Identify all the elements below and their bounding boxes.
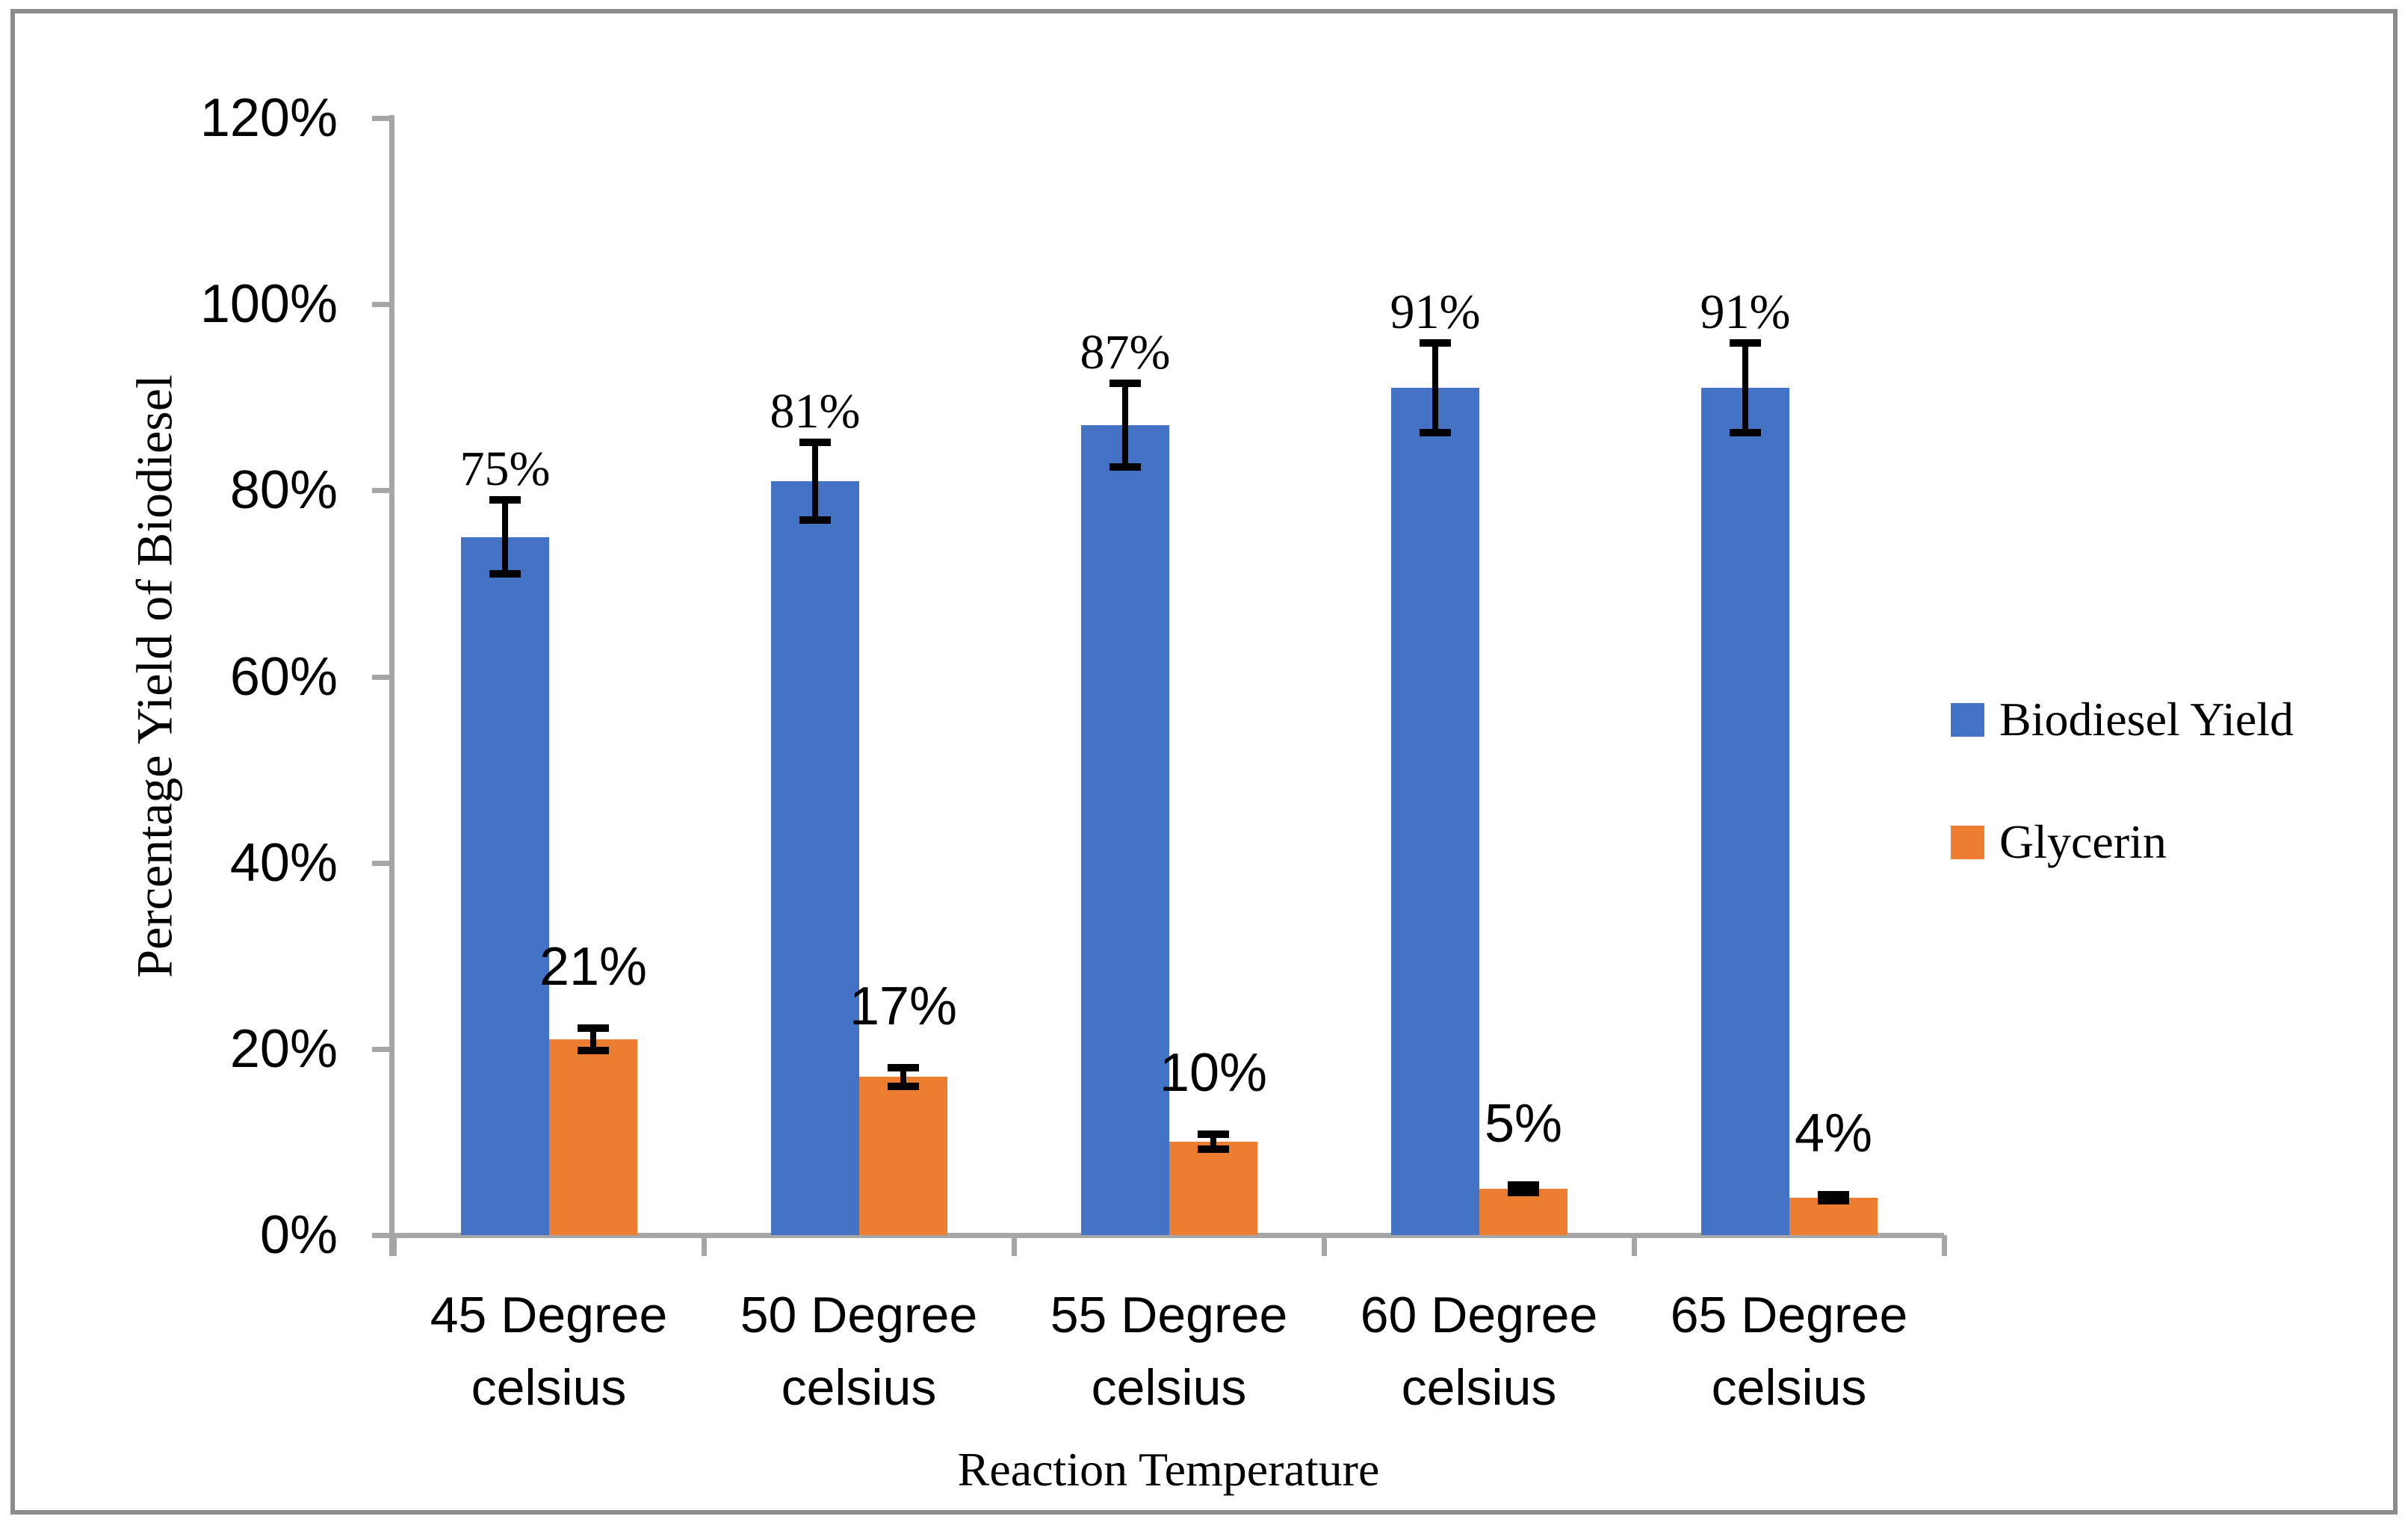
data-label-biodiesel-yield-60: 91% <box>1390 285 1481 339</box>
x-axis-line <box>391 1233 1944 1238</box>
x-axis-tick <box>1632 1235 1637 1256</box>
y-axis-tick-label: 40% <box>229 833 338 893</box>
error-bar-cap-bottom <box>1109 463 1141 471</box>
error-bar-whisker <box>1742 343 1748 433</box>
y-axis-tick <box>372 302 393 307</box>
bar-biodiesel-yield-55 <box>1081 425 1169 1235</box>
error-bar-cap-top <box>1109 380 1141 387</box>
y-axis-line <box>389 115 394 1256</box>
error-bar-cap-bottom <box>1420 429 1451 436</box>
error-bar-whisker <box>1432 343 1438 433</box>
bar-biodiesel-yield-45 <box>461 537 549 1235</box>
bar-biodiesel-yield-65 <box>1701 388 1789 1235</box>
error-bar-cap-top <box>1198 1130 1229 1138</box>
data-label-biodiesel-yield-55: 87% <box>1080 325 1171 380</box>
y-axis-tick <box>372 116 393 121</box>
x-axis-tick <box>1012 1235 1017 1256</box>
error-bar-cap-top <box>1818 1191 1849 1198</box>
x-category-label: 60 Degree celsius <box>1324 1279 1634 1424</box>
error-bar-whisker <box>590 1028 596 1051</box>
error-bar-whisker <box>812 442 818 521</box>
error-bar-whisker <box>900 1068 906 1086</box>
y-axis-tick <box>372 488 393 493</box>
y-axis-tick-label: 100% <box>199 274 338 334</box>
bar-glycerin-55 <box>1169 1142 1257 1235</box>
legend-swatch-biodiesel-yield <box>1951 702 1984 737</box>
legend-item-glycerin: Glycerin <box>1951 816 2294 868</box>
error-bar-cap-top <box>1730 339 1761 347</box>
error-bar-whisker <box>1122 383 1128 467</box>
error-bar-cap-bottom <box>489 570 521 578</box>
error-bar-cap-bottom <box>1508 1189 1539 1196</box>
y-axis-tick <box>372 675 393 680</box>
x-axis-tick <box>702 1235 707 1256</box>
error-bar-cap-bottom <box>888 1083 919 1090</box>
error-bar-cap-bottom <box>1198 1145 1229 1153</box>
bar-biodiesel-yield-60 <box>1391 388 1479 1235</box>
bar-glycerin-50 <box>859 1077 947 1235</box>
y-axis-tick-label: 120% <box>199 88 338 148</box>
x-category-label: 65 Degree celsius <box>1634 1279 1944 1424</box>
x-category-label: 50 Degree celsius <box>704 1279 1014 1424</box>
data-label-glycerin-65: 4% <box>1794 1104 1873 1163</box>
y-axis-tick <box>372 861 393 866</box>
x-axis-tick <box>391 1235 397 1256</box>
error-bar-cap-top <box>489 496 521 504</box>
error-bar-cap-top <box>1420 339 1451 347</box>
data-label-biodiesel-yield-65: 91% <box>1700 285 1791 339</box>
error-bar-whisker <box>502 500 508 575</box>
x-category-label-text: 45 Degree celsius <box>430 1287 668 1416</box>
data-label-glycerin-50: 17% <box>849 977 958 1036</box>
y-axis-tick-label: 80% <box>229 460 338 520</box>
error-bar-cap-bottom <box>1730 429 1761 436</box>
data-label-biodiesel-yield-50: 81% <box>770 384 861 439</box>
error-bar-cap-top <box>578 1024 609 1032</box>
x-category-label: 55 Degree celsius <box>1014 1279 1324 1424</box>
legend-label-glycerin: Glycerin <box>1999 815 2167 868</box>
y-axis-tick <box>372 1047 393 1052</box>
legend: Biodiesel Yield Glycerin <box>1951 693 2294 938</box>
error-bar-cap-top <box>799 439 831 446</box>
x-category-label: 45 Degree celsius <box>394 1279 704 1424</box>
bar-glycerin-45 <box>549 1039 637 1235</box>
data-label-glycerin-45: 21% <box>539 937 648 997</box>
data-label-glycerin-60: 5% <box>1484 1094 1563 1154</box>
x-axis-tick <box>1322 1235 1327 1256</box>
y-axis-tick <box>372 1233 393 1238</box>
error-bar-cap-bottom <box>1818 1197 1849 1204</box>
y-axis-tick-label: 0% <box>259 1205 338 1265</box>
legend-item-biodiesel-yield: Biodiesel Yield <box>1951 693 2294 746</box>
x-category-label-text: 50 Degree celsius <box>740 1287 978 1416</box>
y-axis-tick-label: 20% <box>229 1019 338 1079</box>
figure-border-frame <box>10 9 2398 1515</box>
x-category-label-text: 65 Degree celsius <box>1670 1287 1908 1416</box>
x-category-label-text: 55 Degree celsius <box>1050 1287 1288 1416</box>
error-bar-whisker <box>1210 1134 1216 1149</box>
legend-label-biodiesel-yield: Biodiesel Yield <box>1999 693 2294 746</box>
error-bar-cap-top <box>1508 1181 1539 1189</box>
bar-biodiesel-yield-50 <box>771 481 859 1235</box>
error-bar-cap-top <box>888 1064 919 1071</box>
y-axis-tick-label: 60% <box>229 647 338 707</box>
legend-swatch-glycerin <box>1951 825 1984 859</box>
x-axis-tick <box>1942 1235 1947 1256</box>
x-axis-title: Reaction Temperature <box>957 1443 1380 1496</box>
x-category-label-text: 60 Degree celsius <box>1360 1287 1598 1416</box>
data-label-biodiesel-yield-45: 75% <box>459 442 551 496</box>
bar-glycerin-60 <box>1479 1189 1567 1235</box>
error-bar-cap-bottom <box>578 1047 609 1054</box>
error-bar-cap-bottom <box>799 516 831 524</box>
data-label-glycerin-55: 10% <box>1159 1043 1268 1103</box>
